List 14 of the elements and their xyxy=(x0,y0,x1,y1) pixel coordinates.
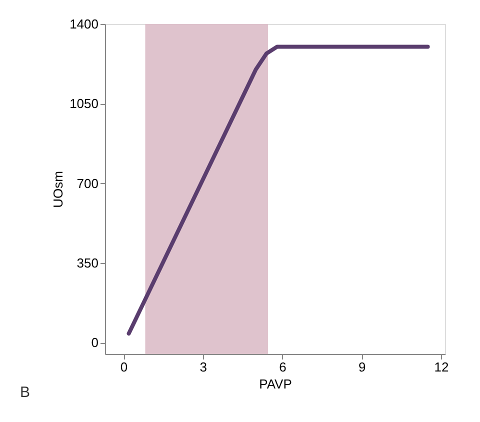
x-tick-label: 3 xyxy=(200,360,208,374)
y-tick-label: 700 xyxy=(76,176,98,191)
y-tick-label: 1400 xyxy=(70,16,98,32)
y-tick-label: 1050 xyxy=(70,96,98,112)
text: B xyxy=(20,384,30,401)
y-tick-label: 0 xyxy=(91,335,98,350)
y-tick-label: 350 xyxy=(76,255,98,270)
x-tick-label: 9 xyxy=(358,360,366,374)
x-tick-label: 6 xyxy=(279,360,286,374)
y-axis-title: UOsm xyxy=(50,171,66,208)
x-axis-title: PAVP xyxy=(259,376,292,392)
x-tick-label: 12 xyxy=(434,360,449,374)
x-tick-label: 0 xyxy=(120,360,128,374)
line-series xyxy=(126,44,430,336)
